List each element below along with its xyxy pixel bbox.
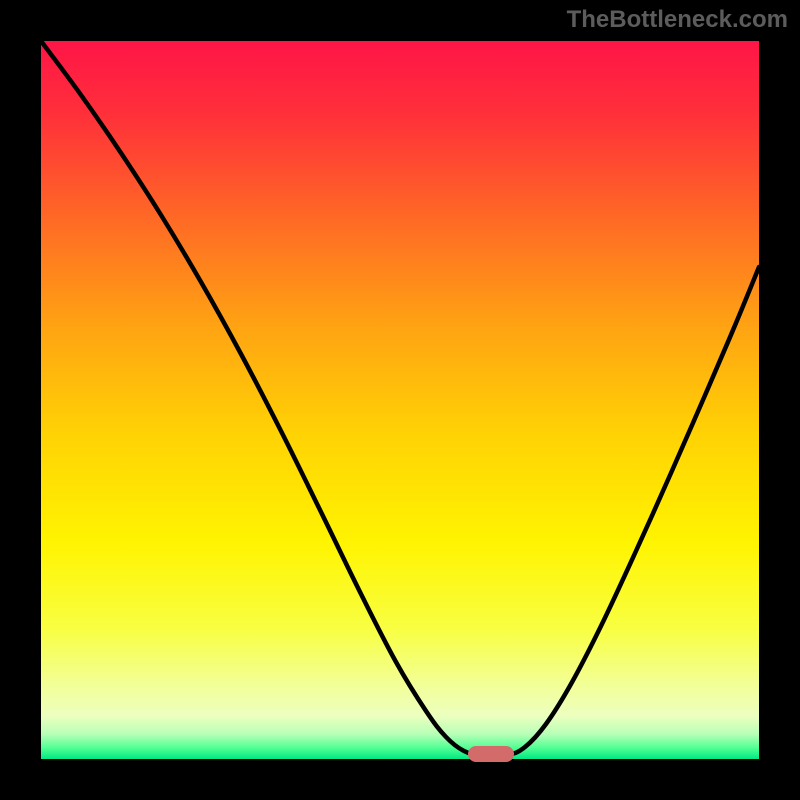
plot-area: [41, 41, 759, 759]
curve-svg: [41, 41, 759, 759]
bottleneck-curve: [41, 41, 759, 756]
watermark-text: TheBottleneck.com: [567, 6, 788, 34]
chart-frame: TheBottleneck.com: [0, 0, 800, 800]
dip-marker: [468, 746, 514, 762]
